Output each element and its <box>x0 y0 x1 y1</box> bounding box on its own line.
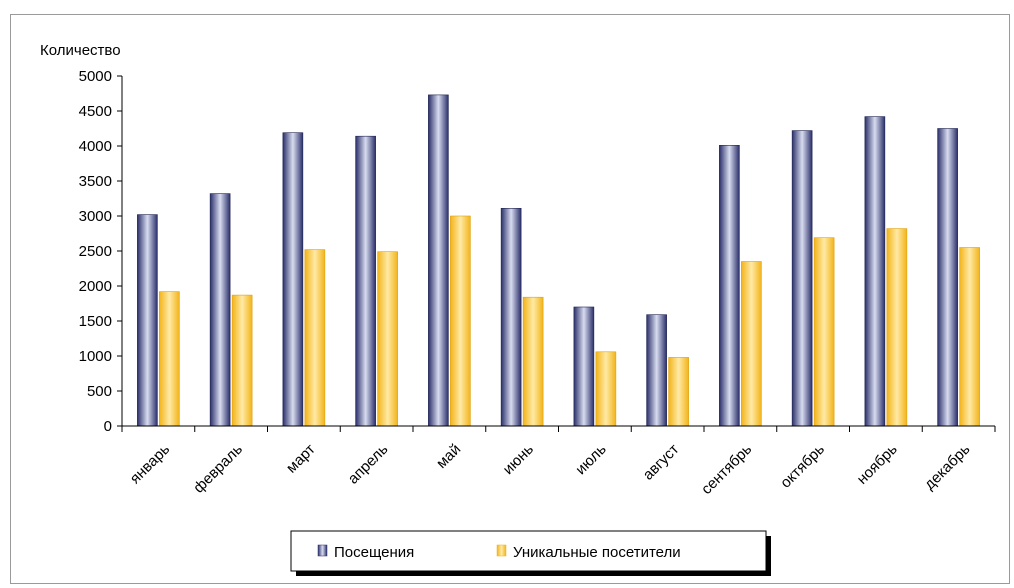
x-tick-label: декабрь <box>921 441 974 494</box>
y-tick-label: 4500 <box>79 103 112 120</box>
bar-unique-visitors <box>813 237 835 427</box>
bar-visits <box>355 135 376 427</box>
bar-visits <box>646 314 667 427</box>
bar-visits <box>500 208 522 427</box>
bar-unique-visitors <box>377 251 398 427</box>
bar-visits <box>937 128 958 427</box>
legend-label-unique: Уникальные посетители <box>513 544 681 561</box>
y-axis-title: Количество <box>40 42 121 59</box>
bar-visits <box>137 214 158 427</box>
x-tick-label: май <box>433 441 464 472</box>
bar-visits <box>791 130 813 427</box>
bar-visits <box>573 306 595 427</box>
legend-box <box>290 530 767 572</box>
x-tick-label: ноябрь <box>854 441 901 488</box>
x-tick-label: август <box>640 441 683 484</box>
x-tick-label: июль <box>572 441 610 479</box>
bar-unique-visitors <box>959 247 980 427</box>
y-tick-label: 0 <box>104 418 112 435</box>
bar-unique-visitors <box>450 215 471 427</box>
x-tick-label: октябрь <box>777 441 828 492</box>
bar-unique-visitors <box>595 351 617 427</box>
y-tick-label: 2500 <box>79 243 112 260</box>
y-tick-label: 2000 <box>79 278 112 295</box>
bar-visits <box>282 132 304 427</box>
x-tick-label: апрель <box>345 441 392 488</box>
bar-visits <box>719 145 740 427</box>
y-tick-label: 1500 <box>79 313 112 330</box>
y-tick-label: 1000 <box>79 348 112 365</box>
y-tick-label: 5000 <box>79 68 112 85</box>
bars-group <box>137 94 980 427</box>
y-tick-label: 4000 <box>79 138 112 155</box>
x-tick-label: февраль <box>190 441 246 497</box>
y-axis: 0 500 1000 1500 2000 2500 3000 3500 4000 4500 5000 <box>79 68 123 435</box>
x-axis: январь февраль март апрель май июнь июль август… <box>121 425 996 498</box>
bar-unique-visitors <box>886 228 908 427</box>
legend-swatch-unique <box>496 544 507 557</box>
x-tick-label: март <box>283 441 319 477</box>
bar-unique-visitors <box>741 261 762 427</box>
y-tick-label: 3000 <box>79 208 112 225</box>
bar-visits <box>864 116 886 427</box>
bar-unique-visitors <box>304 249 326 427</box>
legend: Посещения Уникальные посетители <box>290 530 771 576</box>
bar-unique-visitors <box>668 357 689 427</box>
x-tick-label: июнь <box>500 441 537 478</box>
x-tick-label: январь <box>127 441 174 488</box>
bar-unique-visitors <box>231 294 253 427</box>
x-tick-label: сентябрь <box>698 441 755 498</box>
legend-label-visits: Посещения <box>334 544 414 561</box>
bar-unique-visitors <box>522 296 544 427</box>
bar-unique-visitors <box>159 291 180 427</box>
y-tick-label: 500 <box>87 383 112 400</box>
legend-swatch-visits <box>317 544 328 557</box>
bar-visits <box>209 193 231 427</box>
bar-visits <box>428 94 449 427</box>
y-tick-label: 3500 <box>79 173 112 190</box>
